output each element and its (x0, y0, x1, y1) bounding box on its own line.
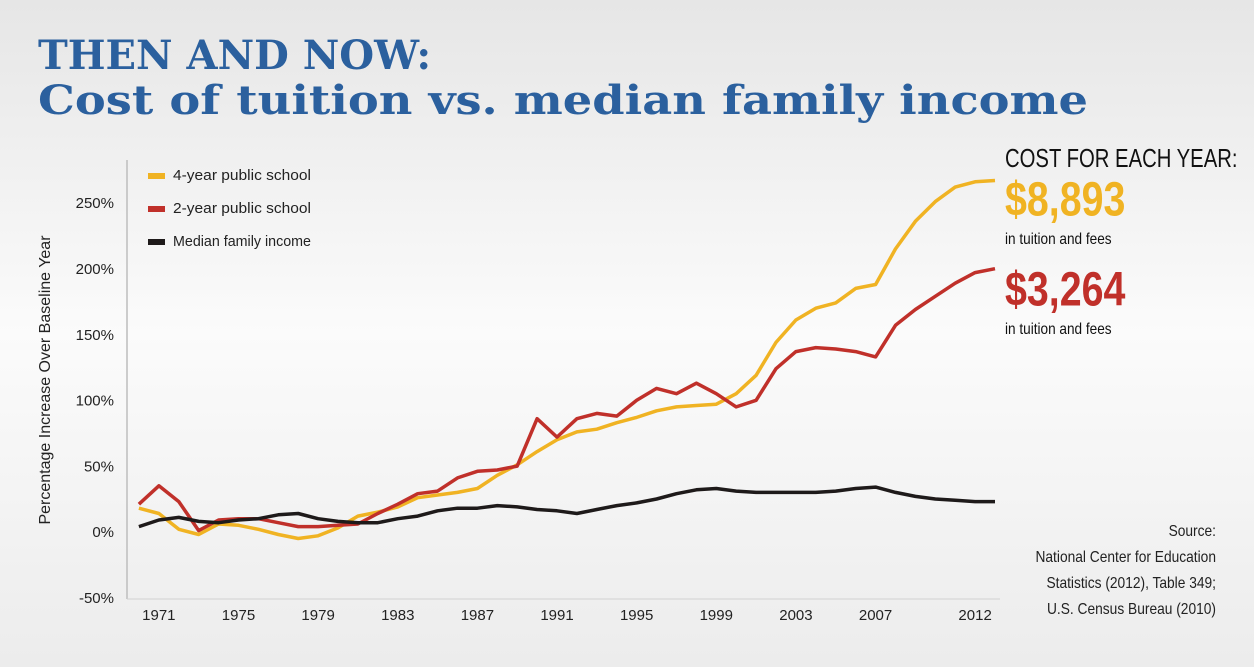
y-tick-label: 150% (76, 327, 114, 344)
y-tick-label: 50% (84, 458, 114, 475)
source-line: U.S. Census Bureau (2010) (1047, 601, 1216, 618)
legend-label: Median family income (173, 233, 311, 250)
chart-subtitle: Cost of tuition vs. median family income (38, 77, 1088, 124)
legend-label: 4-year public school (173, 167, 311, 184)
x-tick-label: 2012 (958, 607, 991, 624)
source-line: Statistics (2012), Table 349; (1046, 575, 1216, 592)
y-tick-label: 250% (76, 195, 114, 212)
x-tick-label: 1975 (222, 607, 255, 624)
y-tick-label: -50% (79, 590, 114, 607)
x-tick-label: 2007 (859, 607, 892, 624)
legend-swatch (148, 173, 165, 179)
y-axis-label: Percentage Increase Over Baseline Year (37, 235, 54, 525)
x-tick-label: 1991 (540, 607, 573, 624)
series-line (138, 485, 995, 529)
x-tick-label: 1995 (620, 607, 653, 624)
annotation: $3,264 (1005, 264, 1126, 317)
legend-label: 2-year public school (173, 200, 311, 217)
annotation: in tuition and fees (1005, 321, 1112, 338)
source-line: Source: (1169, 523, 1216, 540)
x-tick-label: 1979 (301, 607, 334, 624)
x-tick-label: 2003 (779, 607, 812, 624)
chart-title: THEN AND NOW: (38, 32, 431, 79)
series-line (137, 266, 996, 533)
series-line (138, 178, 996, 541)
source-line: National Center for Education (1035, 549, 1216, 566)
y-tick-label: 100% (76, 393, 114, 410)
x-tick-label: 1999 (700, 607, 733, 624)
x-tick-label: 1987 (461, 607, 494, 624)
annotation: COST FOR EACH YEAR: (1005, 143, 1238, 173)
x-tick-label: 1971 (142, 607, 175, 624)
x-tick-label: 1983 (381, 607, 414, 624)
y-tick-label: 0% (92, 524, 114, 541)
legend-swatch (148, 206, 165, 212)
annotation: in tuition and fees (1005, 231, 1112, 248)
legend-swatch (148, 239, 165, 245)
annotation: $8,893 (1005, 174, 1125, 227)
y-tick-label: 200% (76, 261, 114, 278)
